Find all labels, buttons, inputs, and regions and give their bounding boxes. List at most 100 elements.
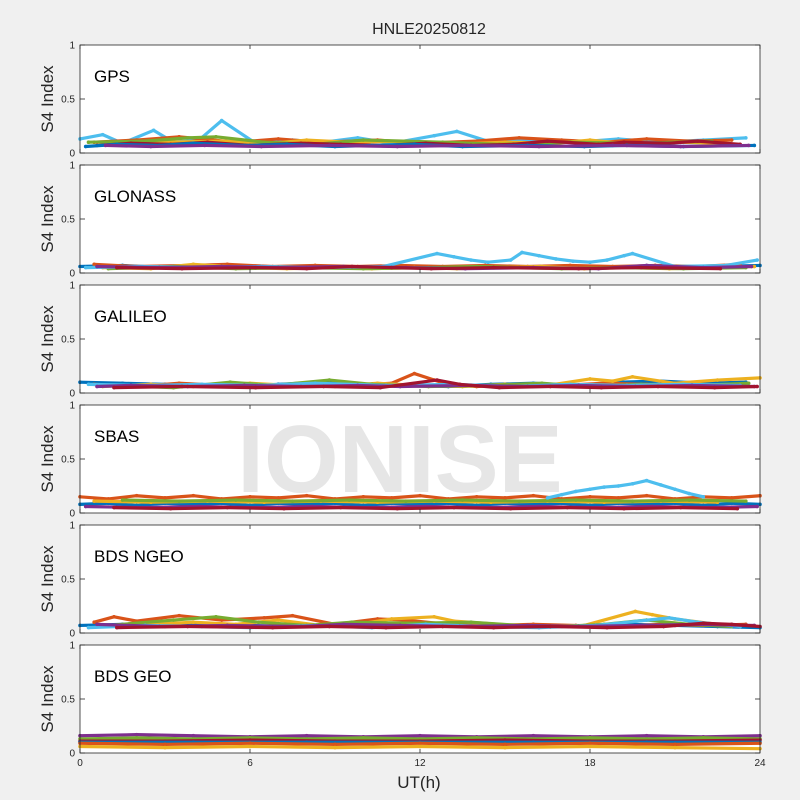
data-segment (341, 622, 402, 628)
series-5 (545, 478, 706, 500)
data-point (225, 505, 230, 510)
data-point (588, 736, 592, 740)
data-point (503, 496, 507, 500)
plot-area (80, 165, 760, 273)
data-segment (594, 616, 671, 628)
data-segment (390, 266, 433, 271)
data-segment (163, 501, 195, 506)
data-point (95, 622, 99, 627)
data-point (746, 381, 751, 386)
data-segment (135, 736, 195, 741)
data-point (537, 253, 541, 258)
data-point (491, 625, 496, 630)
panel-1: 0 0.5 1 S4 Index GLONASS (38, 161, 762, 280)
data-segment (622, 506, 683, 511)
data-point (214, 135, 218, 139)
data-point (548, 384, 553, 389)
data-segment (582, 609, 637, 628)
data-point (744, 499, 748, 503)
data-segment (78, 501, 110, 506)
data-point (755, 504, 759, 509)
data-segment (180, 384, 258, 390)
data-segment (475, 495, 507, 500)
data-segment (78, 380, 125, 385)
data-point (599, 385, 604, 390)
series-6 (115, 264, 723, 271)
data-segment (622, 140, 671, 145)
data-segment (662, 621, 705, 629)
data-point (491, 265, 496, 270)
data-segment (350, 620, 416, 625)
data-segment (248, 495, 280, 500)
data-segment (517, 136, 564, 142)
data-segment (531, 736, 592, 741)
data-point (228, 380, 232, 385)
data-segment (135, 135, 181, 142)
data-segment (248, 741, 337, 746)
panel-stack: 0 0.5 1 S4 Index GPS 0 0.5 1 S4 Index GLONASS 0 0.5… (38, 41, 766, 770)
data-segment (384, 624, 445, 630)
data-segment (361, 736, 422, 741)
data-segment (616, 494, 649, 500)
data-segment (115, 624, 190, 630)
data-point (191, 620, 196, 624)
data-segment (333, 501, 365, 508)
data-segment (588, 258, 609, 264)
panel-3: 0 0.5 1 S4 Index SBAS (38, 401, 762, 520)
data-segment (565, 506, 626, 511)
data-point (86, 625, 91, 630)
data-segment (135, 494, 167, 500)
data-segment (730, 622, 762, 629)
y-tick-label: 1 (69, 401, 75, 412)
data-segment (645, 736, 705, 741)
data-segment (701, 501, 734, 508)
data-segment (381, 251, 439, 269)
data-point (202, 143, 207, 148)
data-point (313, 381, 317, 386)
data-segment (135, 614, 181, 623)
data-point (432, 133, 436, 138)
data-point (630, 499, 635, 503)
y-tick-label: 0 (69, 269, 75, 280)
data-segment (715, 376, 762, 382)
data-segment (679, 143, 751, 149)
data-segment (390, 371, 416, 385)
data-point (327, 624, 332, 629)
data-point (83, 265, 88, 270)
data-point (667, 141, 672, 146)
data-segment (418, 494, 450, 501)
data-segment (305, 501, 337, 506)
data-segment (171, 615, 218, 622)
data-segment (545, 493, 564, 500)
data-segment (730, 494, 762, 500)
data-segment (191, 736, 252, 741)
data-segment (645, 494, 677, 501)
data-point (282, 506, 286, 511)
data-point (95, 264, 99, 269)
data-point (752, 143, 757, 148)
data-point (630, 375, 635, 379)
data-point (517, 499, 521, 503)
data-point (602, 485, 606, 489)
data-segment (545, 139, 601, 146)
data-segment (418, 736, 479, 741)
data-point (321, 384, 326, 389)
data-point (112, 615, 116, 619)
data-segment (135, 733, 195, 738)
data-segment (163, 744, 252, 750)
series-6 (112, 505, 740, 511)
data-point (571, 259, 575, 263)
data-point (463, 143, 468, 148)
data-point (622, 253, 626, 258)
data-segment (149, 143, 207, 149)
data-point (622, 506, 626, 511)
data-point (395, 506, 400, 511)
data-segment (120, 498, 181, 503)
data-point (630, 251, 635, 256)
y-tick-label: 0 (69, 509, 75, 520)
data-point (749, 264, 754, 269)
series-3 (120, 498, 748, 503)
data-point (588, 495, 592, 499)
data-point (508, 506, 513, 511)
data-point (92, 262, 96, 267)
